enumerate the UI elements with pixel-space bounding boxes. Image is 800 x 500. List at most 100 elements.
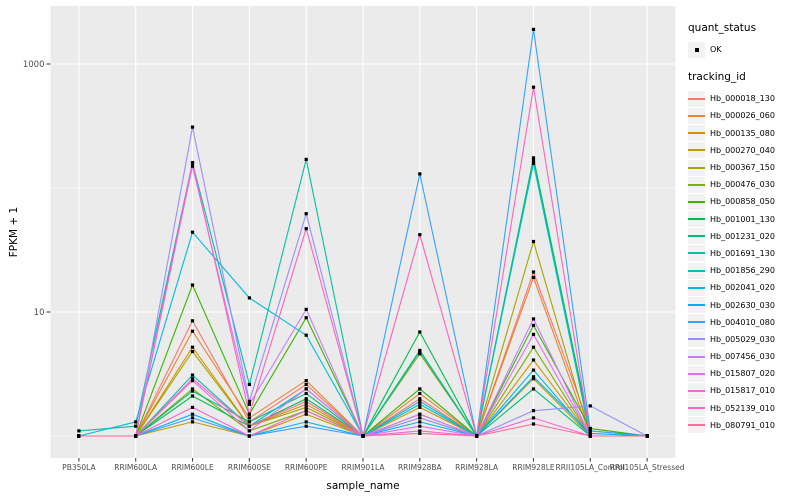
data-point <box>418 233 422 237</box>
legend-item-label: Hb_080791_010 <box>710 420 775 430</box>
legend-key-box <box>688 365 705 382</box>
legend-line-swatch <box>688 235 705 238</box>
data-point <box>190 412 195 416</box>
legend-item-label: Hb_001691_130 <box>710 248 775 258</box>
data-point <box>418 431 422 435</box>
data-point <box>190 420 195 424</box>
legend-key-box <box>688 417 705 434</box>
legend-item-Hb_015817_010: Hb_015817_010 <box>688 382 798 399</box>
legend-line-swatch <box>688 321 705 324</box>
data-point <box>531 270 536 274</box>
data-point <box>190 349 195 354</box>
data-point <box>304 409 308 413</box>
legend-item-Hb_052139_010: Hb_052139_010 <box>688 400 798 417</box>
legend-item-Hb_005029_030: Hb_005029_030 <box>688 331 798 348</box>
legend-item-label: Hb_002630_030 <box>710 300 775 310</box>
data-point <box>190 373 195 377</box>
legend-item-Hb_001231_020: Hb_001231_020 <box>688 228 798 245</box>
data-point <box>190 283 195 287</box>
data-point <box>190 125 195 129</box>
data-point <box>418 352 422 356</box>
legend-key-box <box>688 297 705 314</box>
data-point <box>304 379 308 383</box>
legend-item-Hb_000476_030: Hb_000476_030 <box>688 176 798 193</box>
data-point <box>531 27 536 31</box>
legend-key-box <box>688 176 705 193</box>
data-point <box>304 424 308 428</box>
data-point <box>190 164 195 168</box>
x-tick-label: RRIM928LE <box>512 463 555 472</box>
legend-line-swatch <box>688 372 705 375</box>
data-point <box>418 424 422 428</box>
data-point <box>418 349 422 354</box>
legend-item-label: Hb_007456_030 <box>710 352 775 362</box>
legend-item-Hb_002630_030: Hb_002630_030 <box>688 296 798 314</box>
legend-key-box <box>688 382 705 399</box>
legend-key-box <box>688 125 705 142</box>
legend-line-swatch <box>688 338 705 341</box>
data-point <box>531 377 536 381</box>
x-tick-label: RRIM600PE <box>284 463 328 472</box>
legend-key-box <box>688 314 705 331</box>
legend-item-Hb_000367_150: Hb_000367_150 <box>688 159 798 176</box>
legend-key-box <box>688 262 705 279</box>
data-point <box>475 434 479 438</box>
data-point <box>304 399 308 403</box>
legend-key-box <box>688 245 705 262</box>
data-point <box>190 389 195 393</box>
data-point <box>418 402 422 406</box>
x-tick-label: PB350LA <box>62 463 96 472</box>
data-point <box>418 172 422 176</box>
data-point <box>304 402 308 406</box>
data-point <box>304 333 308 337</box>
legend-item-Hb_001691_130: Hb_001691_130 <box>688 245 798 262</box>
legend-line-swatch <box>688 252 705 255</box>
legend-line-swatch <box>688 269 705 272</box>
data-point <box>531 159 536 163</box>
data-point <box>418 399 422 403</box>
legend-key-box <box>688 107 705 124</box>
legend-item-label: Hb_000858_050 <box>710 197 775 207</box>
legend-line-swatch <box>688 218 705 221</box>
data-point <box>531 387 536 391</box>
legend-item-Hb_000135_080: Hb_000135_080 <box>688 125 798 142</box>
legend-item-Hb_015807_020: Hb_015807_020 <box>688 365 798 382</box>
legend-item-label: Hb_000367_150 <box>710 163 775 173</box>
legend-key-box <box>688 348 705 365</box>
data-point <box>531 275 536 279</box>
legend-key-box <box>688 159 705 176</box>
data-point <box>304 387 308 391</box>
data-point <box>588 434 592 438</box>
data-point <box>190 161 195 165</box>
data-point <box>190 377 195 381</box>
legend-key-box <box>688 90 705 107</box>
legend-item-label: Hb_001001_130 <box>710 214 775 224</box>
legend-key-box <box>688 41 705 58</box>
legend-key-box <box>688 193 705 210</box>
legend: quant_status OK tracking_id Hb_000018_13… <box>688 22 798 434</box>
data-point <box>247 424 251 428</box>
legend-line-swatch <box>688 183 705 186</box>
data-point <box>304 382 308 387</box>
x-tick-label: RRIM928LA <box>455 463 499 472</box>
data-point <box>247 412 251 416</box>
x-tick-label: RRIM600LE <box>171 463 214 472</box>
legend-title-tracking-id: tracking_id <box>688 71 746 84</box>
legend-item-label: Hb_015807_020 <box>710 369 775 379</box>
legend-item-Hb_007456_030: Hb_007456_030 <box>688 348 798 365</box>
data-point <box>645 434 649 438</box>
data-point <box>190 394 195 398</box>
data-point <box>531 345 536 349</box>
x-tick-label: RRIM600SE <box>227 463 271 472</box>
legend-item-label: Hb_015817_010 <box>710 386 775 396</box>
data-point <box>247 296 251 300</box>
data-point <box>247 402 251 406</box>
data-point <box>418 429 422 433</box>
data-point <box>418 405 422 409</box>
legend-line-swatch <box>688 132 705 135</box>
data-point <box>304 412 308 416</box>
legend-item-label: Hb_000476_030 <box>710 180 775 190</box>
data-point <box>304 391 308 396</box>
legend-item-label: Hb_052139_010 <box>710 403 775 413</box>
legend-line-swatch <box>688 407 705 410</box>
